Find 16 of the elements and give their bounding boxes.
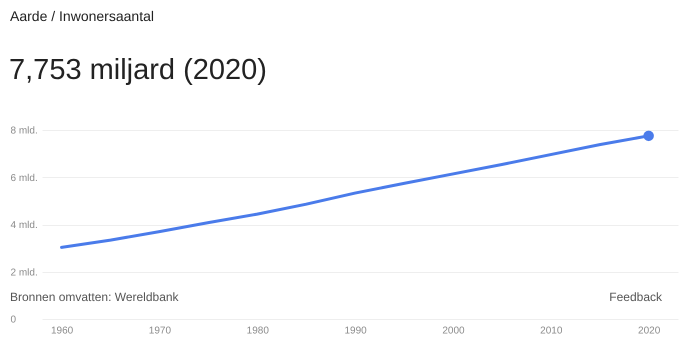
annotation: Feedback (609, 290, 662, 304)
y-tick-label: 8 mld. (10, 126, 38, 136)
x-tick-label: 1960 (50, 326, 74, 336)
y-tick-label: 2 mld. (10, 267, 38, 278)
y-tick-label: 0 (10, 314, 16, 326)
x-tick-label: 2020 (638, 326, 661, 336)
y-tick-label: 6 mld. (10, 172, 38, 184)
x-tick-label: 1980 (246, 326, 270, 336)
chart-subtitle: Aarde / Inwonersaantal (10, 8, 154, 24)
y-tick-label: 4 mld. (10, 220, 38, 231)
chart-title: 7,753 miljard (2020) (9, 54, 267, 87)
x-tick-label: 2000 (442, 326, 466, 336)
x-tick-label: 1990 (344, 326, 368, 336)
x-tick-label: 1970 (148, 326, 172, 336)
x-tick-label: 2010 (540, 326, 563, 336)
annotation: Bronnen omvatten: Wereldbank (10, 290, 179, 304)
